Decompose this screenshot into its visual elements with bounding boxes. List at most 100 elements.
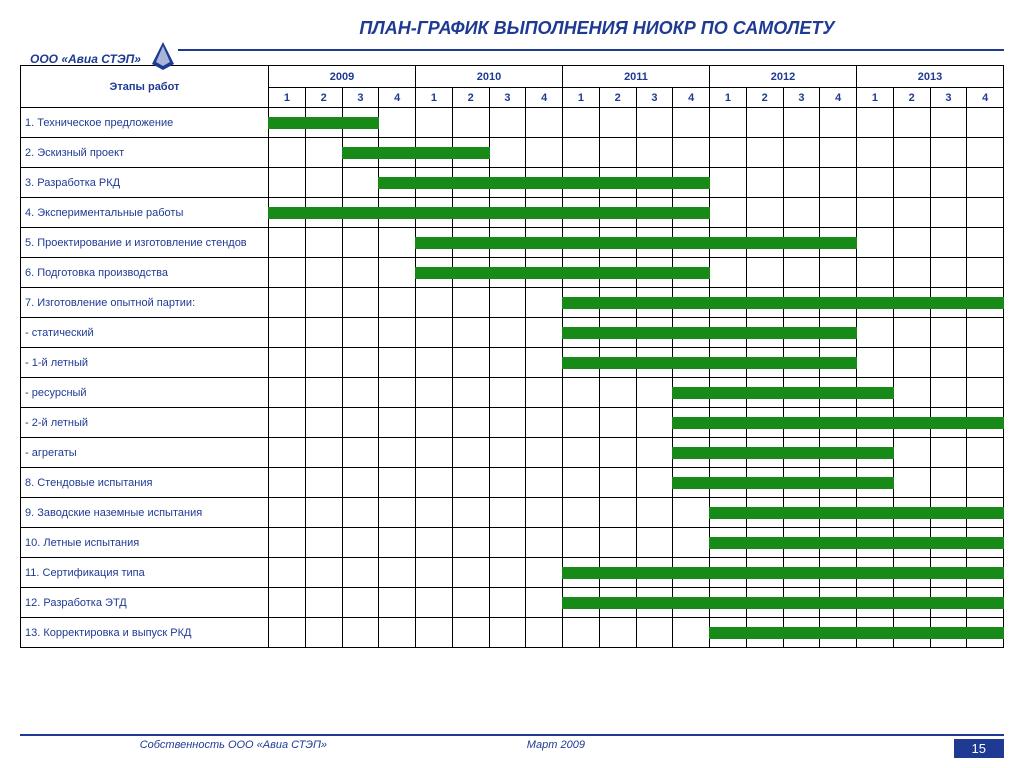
gantt-cell (857, 618, 894, 648)
gantt-cell (379, 348, 416, 378)
gantt-cell (416, 318, 453, 348)
gantt-cell (710, 588, 747, 618)
gantt-cell (416, 408, 453, 438)
task-label: - статический (21, 318, 269, 348)
gantt-cell (930, 168, 967, 198)
gantt-cell (269, 528, 306, 558)
gantt-bar (636, 177, 674, 189)
task-label: 5. Проектирование и изготовление стендов (21, 228, 269, 258)
footer-owner: Собственность ООО «Авиа СТЭП» (20, 739, 447, 758)
gantt-cell (416, 438, 453, 468)
quarter-header: 3 (636, 88, 673, 108)
gantt-cell (305, 228, 342, 258)
gantt-bar (746, 567, 784, 579)
gantt-cell (416, 378, 453, 408)
gantt-cell (746, 318, 783, 348)
gantt-cell (599, 168, 636, 198)
gantt-bar (525, 207, 563, 219)
gantt-bar (783, 327, 821, 339)
gantt-cell (820, 528, 857, 558)
task-label: 4. Экспериментальные работы (21, 198, 269, 228)
gantt-cell (820, 588, 857, 618)
gantt-cell (416, 468, 453, 498)
gantt-cell (305, 438, 342, 468)
gantt-cell (563, 318, 600, 348)
gantt-bar (819, 507, 857, 519)
gantt-bar (966, 567, 1004, 579)
gantt-bar (378, 207, 416, 219)
gantt-cell (893, 258, 930, 288)
gantt-cell (599, 618, 636, 648)
gantt-cell (526, 198, 563, 228)
gantt-bar (856, 507, 894, 519)
gantt-bar (378, 177, 416, 189)
gantt-cell (930, 438, 967, 468)
gantt-cell (379, 318, 416, 348)
gantt-bar (268, 117, 306, 129)
gantt-bar (856, 387, 894, 399)
gantt-bar (930, 567, 968, 579)
gantt-cell (452, 198, 489, 228)
gantt-cell (930, 348, 967, 378)
gantt-cell (379, 228, 416, 258)
quarter-header: 4 (673, 88, 710, 108)
gantt-cell (563, 528, 600, 558)
quarter-header: 4 (379, 88, 416, 108)
gantt-cell (930, 588, 967, 618)
gantt-cell (416, 498, 453, 528)
gantt-bar (819, 357, 857, 369)
gantt-cell (269, 168, 306, 198)
task-label: 11. Сертификация типа (21, 558, 269, 588)
year-header: 2011 (563, 66, 710, 88)
gantt-cell (452, 378, 489, 408)
gantt-cell (489, 318, 526, 348)
gantt-cell (783, 558, 820, 588)
gantt-cell (379, 498, 416, 528)
gantt-bar (966, 627, 1004, 639)
gantt-bar (672, 417, 710, 429)
gantt-bar (636, 597, 674, 609)
gantt-cell (379, 408, 416, 438)
gantt-bar (562, 357, 600, 369)
gantt-cell (416, 558, 453, 588)
gantt-cell (452, 318, 489, 348)
gantt-bar (709, 447, 747, 459)
gantt-cell (342, 228, 379, 258)
gantt-cell (342, 348, 379, 378)
gantt-cell (636, 258, 673, 288)
gantt-cell (599, 198, 636, 228)
gantt-bar (819, 417, 857, 429)
gantt-cell (710, 378, 747, 408)
gantt-cell (710, 258, 747, 288)
gantt-cell (416, 588, 453, 618)
gantt-bar (562, 207, 600, 219)
gantt-bar (636, 207, 674, 219)
task-label: 12. Разработка ЭТД (21, 588, 269, 618)
gantt-cell (783, 258, 820, 288)
gantt-bar (930, 297, 968, 309)
gantt-cell (342, 318, 379, 348)
gantt-cell (379, 468, 416, 498)
gantt-cell (746, 348, 783, 378)
gantt-bar (268, 207, 306, 219)
gantt-cell (820, 288, 857, 318)
gantt-cell (673, 588, 710, 618)
gantt-cell (599, 258, 636, 288)
gantt-cell (857, 498, 894, 528)
gantt-cell (746, 138, 783, 168)
gantt-cell (820, 468, 857, 498)
gantt-cell (452, 288, 489, 318)
gantt-cell (783, 318, 820, 348)
gantt-bar (746, 327, 784, 339)
gantt-cell (563, 408, 600, 438)
gantt-cell (893, 618, 930, 648)
gantt-bar (525, 267, 563, 279)
gantt-cell (857, 588, 894, 618)
gantt-bar (599, 237, 637, 249)
gantt-cell (526, 498, 563, 528)
page-number: 15 (954, 739, 1004, 758)
gantt-bar (562, 177, 600, 189)
gantt-cell (489, 588, 526, 618)
gantt-bar (378, 147, 416, 159)
gantt-cell (930, 468, 967, 498)
